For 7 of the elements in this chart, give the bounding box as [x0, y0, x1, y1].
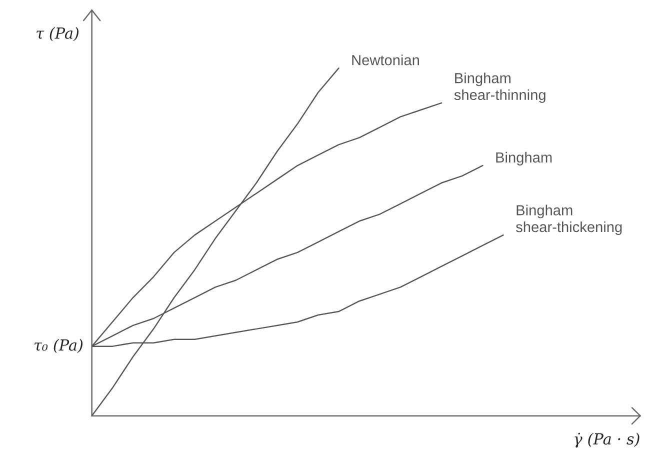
series-label: Bingham shear-thickening	[516, 204, 622, 236]
x-axis-title: γ̇ (Pa · s)	[574, 432, 640, 448]
series-label: Bingham shear-thinning	[454, 72, 546, 103]
annotation: τ₀ (Pa)	[34, 338, 83, 353]
series-label: Bingham	[496, 152, 552, 166]
y-axis-title: τ (Pa)	[36, 27, 79, 42]
series-label: Newtonian	[352, 54, 419, 66]
